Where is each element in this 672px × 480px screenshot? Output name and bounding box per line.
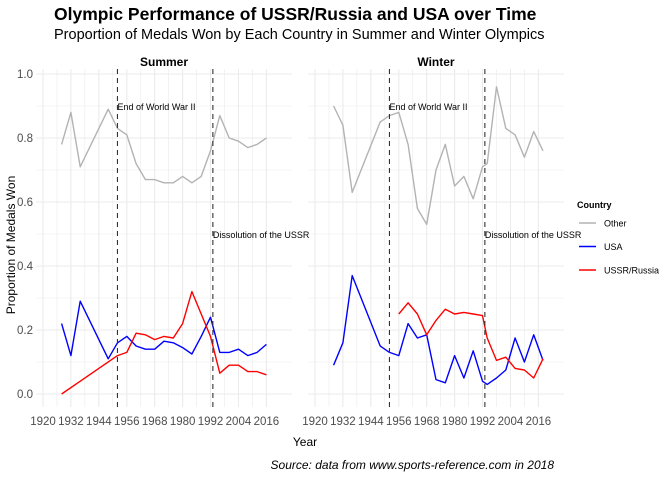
legend-item-other: Other [579,219,627,229]
annotation-dissolution-of-the-ussr: Dissolution of the USSR [213,230,310,240]
x-tick-label: 1944 [86,416,112,428]
legend-title: Country [577,200,612,210]
panel-title-winter: Winter [417,55,455,69]
x-tick-label: 1980 [442,416,468,428]
y-tick-label: 0.2 [17,325,33,337]
x-tick-label: 1944 [358,416,384,428]
annotation-end-of-world-war-ii: End of World War II [389,102,467,112]
legend-label-usa: USA [604,242,623,252]
x-tick-label: 2004 [498,416,524,428]
x-tick-label: 2004 [226,416,252,428]
series-line-other [60,108,267,184]
panel-winter: Winter 1920 1932 1944 1956 1968 1980 1992 2004 20… [302,55,582,428]
legend-label-other: Other [604,219,627,229]
y-tick-label: 1.0 [17,69,33,81]
legend-label-ussr-russia: USSR/Russia [604,266,659,276]
y-tick-label: 0.4 [17,261,34,273]
annotation-end-of-world-war-ii: End of World War II [117,102,195,112]
legend-item-usa: USA [579,242,623,252]
panel-summer: Summer 0.0 0.2 0.4 0.6 0.8 1.0 1920 1932 1944 1956… [17,55,310,428]
chart-subtitle: Proportion of Medals Won by Each Country… [54,27,545,43]
panel-title-summer: Summer [140,55,188,69]
x-tick-label: 1992 [198,416,224,428]
x-tick-label: 2016 [526,416,552,428]
x-tick-label: 1920 [302,416,328,428]
x-tick-label: 1956 [114,416,140,428]
x-axis-label: Year [293,435,317,449]
x-tick-label: 1920 [30,416,56,428]
series-line-ussr-russia [61,290,267,395]
x-tick-label: 1956 [386,416,412,428]
y-tick-label: 0.0 [17,389,33,401]
annotation-dissolution-of-the-ussr: Dissolution of the USSR [485,230,582,240]
x-tick-label: 2016 [254,416,280,428]
x-tick-label: 1932 [58,416,84,428]
y-axis-label: Proportion of Medals Won [4,176,18,315]
x-tick-label: 1968 [414,416,440,428]
legend-item-ussr-russia: USSR/Russia [579,266,659,276]
x-tick-label: 1968 [142,416,168,428]
chart-caption: Source: data from www.sports-reference.c… [270,458,554,472]
chart-title: Olympic Performance of USSR/Russia and U… [54,4,537,24]
series-line-other [332,86,544,226]
x-tick-label: 1932 [330,416,356,428]
y-tick-label: 0.6 [17,197,33,209]
x-tick-label: 1992 [470,416,496,428]
x-tick-label: 1980 [170,416,196,428]
legend: Country Other USA USSR/Russia [577,200,659,276]
y-tick-label: 0.8 [17,133,33,145]
series-line-ussr-russia [398,302,544,379]
series-line-usa [332,274,544,386]
series-line-usa [60,300,267,360]
